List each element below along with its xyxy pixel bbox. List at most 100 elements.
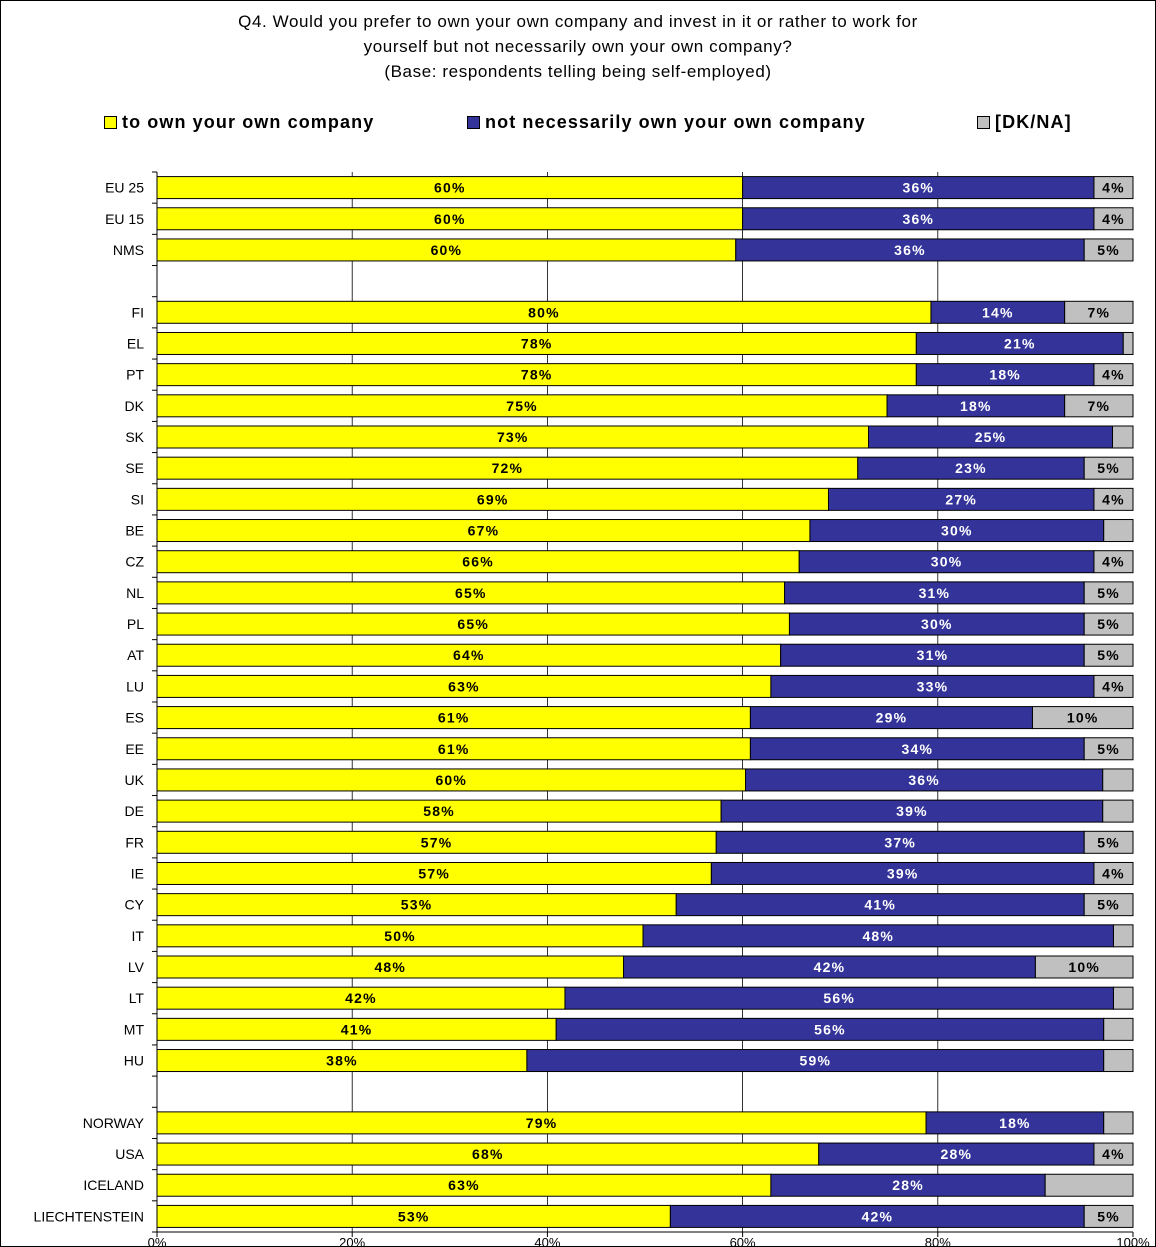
data-label-dkna: 4% — [1102, 491, 1125, 507]
data-label-own: 78% — [521, 335, 553, 351]
data-label-dkna: 4% — [1102, 180, 1125, 196]
data-label-dkna: 4% — [1102, 367, 1125, 383]
data-label-dkna: 4% — [1102, 1146, 1125, 1162]
data-label-own: 60% — [435, 772, 467, 788]
data-label-dkna: 5% — [1097, 741, 1120, 757]
data-label-not-own: 31% — [919, 585, 951, 601]
data-label-own: 69% — [477, 491, 509, 507]
y-category-label: DE — [125, 803, 144, 819]
data-label-own: 57% — [418, 865, 450, 881]
bar-segment-dkna — [1083, 581, 1134, 605]
bar-segment-dkna — [1093, 176, 1134, 200]
data-label-not-own: 33% — [917, 678, 949, 694]
y-category-label: UK — [125, 772, 145, 788]
data-label-dkna: 5% — [1097, 647, 1120, 663]
y-category-label: EU 25 — [105, 180, 144, 196]
data-label-own: 63% — [448, 678, 480, 694]
data-label-dkna: 5% — [1097, 460, 1120, 476]
data-label-own: 72% — [492, 460, 524, 476]
data-label-dkna: 5% — [1097, 585, 1120, 601]
bar-segment-dkna — [1093, 674, 1134, 698]
data-label-not-own: 23% — [955, 460, 987, 476]
y-category-label: MT — [124, 1021, 145, 1037]
legend-label-dkna: [DK/NA] — [995, 111, 1072, 132]
data-label-not-own: 30% — [941, 523, 973, 539]
data-label-dkna: 7% — [1088, 398, 1111, 414]
data-label-own: 50% — [384, 928, 416, 944]
data-label-own: 61% — [438, 710, 470, 726]
data-label-not-own: 30% — [931, 554, 963, 570]
data-label-not-own: 59% — [799, 1053, 831, 1069]
data-label-not-own: 14% — [982, 304, 1014, 320]
data-label-not-own: 36% — [902, 180, 934, 196]
data-label-dkna: 5% — [1097, 242, 1120, 258]
x-tick-label: 60% — [730, 1235, 756, 1247]
y-category-label: PL — [127, 616, 144, 632]
data-label-own: 65% — [455, 585, 487, 601]
data-label-own: 42% — [345, 990, 377, 1006]
data-label-not-own: 36% — [894, 242, 926, 258]
data-label-own: 58% — [423, 803, 455, 819]
data-label-own: 78% — [521, 367, 553, 383]
data-label-own: 60% — [431, 242, 463, 258]
data-label-own: 60% — [434, 180, 466, 196]
bar-segment-dkna — [1093, 550, 1134, 574]
data-label-dkna: 4% — [1102, 554, 1125, 570]
bar-segment-dkna — [1103, 519, 1134, 543]
data-label-not-own: 29% — [876, 710, 908, 726]
data-label-not-own: 36% — [908, 772, 940, 788]
chart-title-line-2: yourself but not necessarily own your ow… — [363, 37, 793, 56]
data-label-not-own: 25% — [975, 429, 1007, 445]
x-tick-label: 100% — [1116, 1235, 1150, 1247]
data-label-dkna: 10% — [1067, 710, 1099, 726]
data-label-dkna: 10% — [1068, 959, 1100, 975]
bar-segment-dkna — [1093, 207, 1134, 231]
y-category-label: IT — [132, 928, 145, 944]
bar-segment-dkna — [1083, 238, 1134, 262]
bar-segment-dkna — [1083, 456, 1134, 480]
bar-segment-dkna — [1112, 986, 1134, 1010]
y-category-label: CY — [125, 897, 145, 913]
y-category-label: EL — [127, 335, 144, 351]
y-category-label: HU — [124, 1053, 144, 1069]
bar-segment-dkna — [1034, 955, 1134, 979]
data-label-not-own: 41% — [864, 897, 896, 913]
data-label-own: 53% — [401, 897, 433, 913]
data-label-not-own: 56% — [823, 990, 855, 1006]
x-tick-label: 40% — [534, 1235, 560, 1247]
y-category-label: LU — [126, 678, 144, 694]
legend-label-own: to own your own company — [122, 111, 375, 132]
legend-item-dkna: [DK/NA] — [977, 110, 1072, 134]
data-label-dkna: 4% — [1102, 211, 1125, 227]
data-label-own: 66% — [462, 554, 494, 570]
y-category-label: NMS — [113, 242, 144, 258]
data-label-own: 79% — [526, 1115, 558, 1131]
bar-segment-dkna — [1083, 612, 1134, 636]
y-category-label: FI — [132, 304, 144, 320]
bar-segment-dkna — [1031, 706, 1134, 730]
data-label-dkna: 4% — [1102, 865, 1125, 881]
y-category-label: SI — [131, 491, 144, 507]
legend-swatch-own — [104, 115, 117, 129]
data-label-own: 64% — [453, 647, 485, 663]
bar-segment-dkna — [1102, 799, 1134, 823]
legend-swatch-not-own — [467, 115, 480, 129]
bar-segment-dkna — [1093, 1142, 1134, 1166]
data-label-own: 63% — [448, 1177, 480, 1193]
legend-item-not-own: not necessarily own your own company — [467, 110, 866, 134]
data-label-dkna: 7% — [1088, 304, 1111, 320]
bar-segment-dkna — [1083, 830, 1134, 854]
data-label-own: 65% — [457, 616, 489, 632]
bar-segment-dkna — [1064, 300, 1134, 324]
y-category-label: EE — [125, 741, 144, 757]
data-label-dkna: 4% — [1102, 678, 1125, 694]
data-label-own: 68% — [472, 1146, 504, 1162]
data-label-not-own: 39% — [896, 803, 928, 819]
bar-segment-dkna — [1093, 363, 1134, 387]
data-label-dkna: 5% — [1097, 1208, 1120, 1224]
bar-segment-dkna — [1064, 394, 1134, 418]
data-label-not-own: 31% — [917, 647, 949, 663]
data-label-own: 73% — [497, 429, 529, 445]
y-category-label: ICELAND — [83, 1177, 144, 1193]
